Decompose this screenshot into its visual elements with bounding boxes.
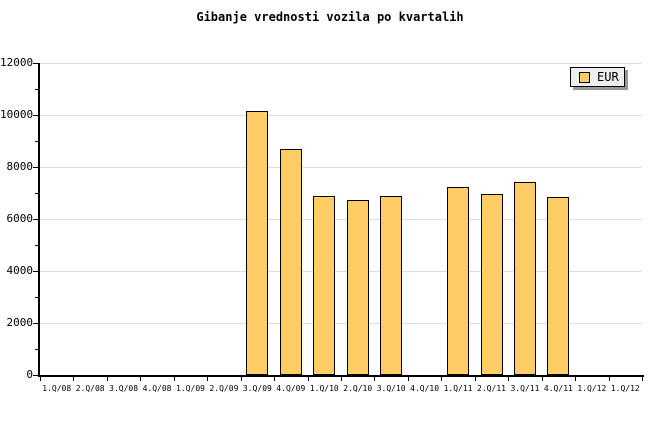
x-tick-label: 4.Q/11 <box>543 384 573 393</box>
x-tick-label: 1.Q/10 <box>309 384 339 393</box>
y-tick-major <box>33 167 38 168</box>
x-tick <box>642 377 643 381</box>
legend-swatch-icon <box>579 71 590 83</box>
legend-label: EUR <box>597 70 619 84</box>
y-tick-major <box>33 219 38 220</box>
x-tick-label: 1.Q/12 <box>577 384 607 393</box>
y-tick-label: 0 <box>26 368 33 381</box>
y-tick-major <box>33 375 38 376</box>
y-tick-minor <box>35 193 38 194</box>
x-tick <box>140 377 142 381</box>
x-tick <box>508 377 510 381</box>
y-tick-minor <box>35 245 38 246</box>
y-tick-minor <box>35 89 38 90</box>
x-tick <box>106 377 108 381</box>
x-tick-label: 4.Q/08 <box>142 384 172 393</box>
x-tick <box>541 377 543 381</box>
y-tick-minor <box>35 141 38 142</box>
x-tick-label: 1.Q/08 <box>42 384 72 393</box>
x-tick-label: 1.Q/09 <box>176 384 205 393</box>
x-tick-label: 2.Q/10 <box>343 384 373 393</box>
gridline-10000 <box>40 115 642 116</box>
x-tick <box>274 377 276 381</box>
x-tick-label: 2.Q/08 <box>75 384 105 393</box>
x-tick <box>240 377 242 381</box>
y-tick-major <box>33 115 38 116</box>
gridline-2000 <box>40 323 642 324</box>
y-tick-label: 10000 <box>0 108 34 121</box>
x-tick <box>307 377 309 381</box>
bar-2.Q/11 <box>480 194 503 375</box>
x-tick <box>374 377 376 381</box>
x-tick <box>73 377 75 381</box>
bar-3.Q/11 <box>513 181 536 375</box>
y-tick-label: 4000 <box>6 264 34 277</box>
bar-3.Q/10 <box>380 195 403 375</box>
x-axis-line <box>38 375 644 377</box>
bar-4.Q/11 <box>547 196 570 375</box>
x-tick <box>407 377 409 381</box>
y-tick-major <box>33 271 38 272</box>
x-tick-label: 2.Q/11 <box>477 384 506 393</box>
legend-box: EUR <box>570 67 625 87</box>
x-tick-label: 4.Q/09 <box>276 384 306 393</box>
bar-4.Q/09 <box>279 148 302 375</box>
bar-1.Q/10 <box>313 195 336 375</box>
gridline-12000 <box>40 63 642 64</box>
x-tick <box>575 377 577 381</box>
x-tick <box>608 377 610 381</box>
x-tick-label: 4.Q/10 <box>410 384 440 393</box>
y-tick-label: 8000 <box>6 160 34 173</box>
y-tick-label: 12000 <box>0 56 34 69</box>
bar-3.Q/09 <box>246 111 269 375</box>
x-tick <box>207 377 209 381</box>
x-tick <box>173 377 175 381</box>
y-tick-minor <box>35 297 38 298</box>
x-tick <box>40 377 41 381</box>
x-tick-label: 3.Q/10 <box>376 384 406 393</box>
x-tick <box>341 377 342 381</box>
y-axis-line <box>38 63 40 377</box>
x-tick-label: 3.Q/09 <box>242 384 272 393</box>
x-tick <box>441 377 443 381</box>
y-tick-major <box>33 63 38 64</box>
gridline-4000 <box>40 271 642 272</box>
x-tick-label: 1.Q/12 <box>610 384 640 393</box>
gridline-6000 <box>40 219 642 220</box>
x-tick <box>474 377 476 381</box>
y-tick-major <box>33 323 38 324</box>
y-tick-label: 6000 <box>6 212 34 225</box>
bar-2.Q/10 <box>346 199 369 375</box>
x-tick-label: 2.Q/09 <box>209 384 239 393</box>
y-tick-label: 2000 <box>6 316 34 329</box>
x-tick-label: 1.Q/11 <box>443 384 473 393</box>
chart-title: Gibanje vrednosti vozila po kvartalih <box>196 10 464 24</box>
bar-1.Q/11 <box>447 186 470 375</box>
gridline-8000 <box>40 167 642 168</box>
x-tick-label: 3.Q/11 <box>510 384 540 393</box>
x-tick-label: 3.Q/08 <box>109 384 139 393</box>
y-tick-minor <box>35 349 38 350</box>
